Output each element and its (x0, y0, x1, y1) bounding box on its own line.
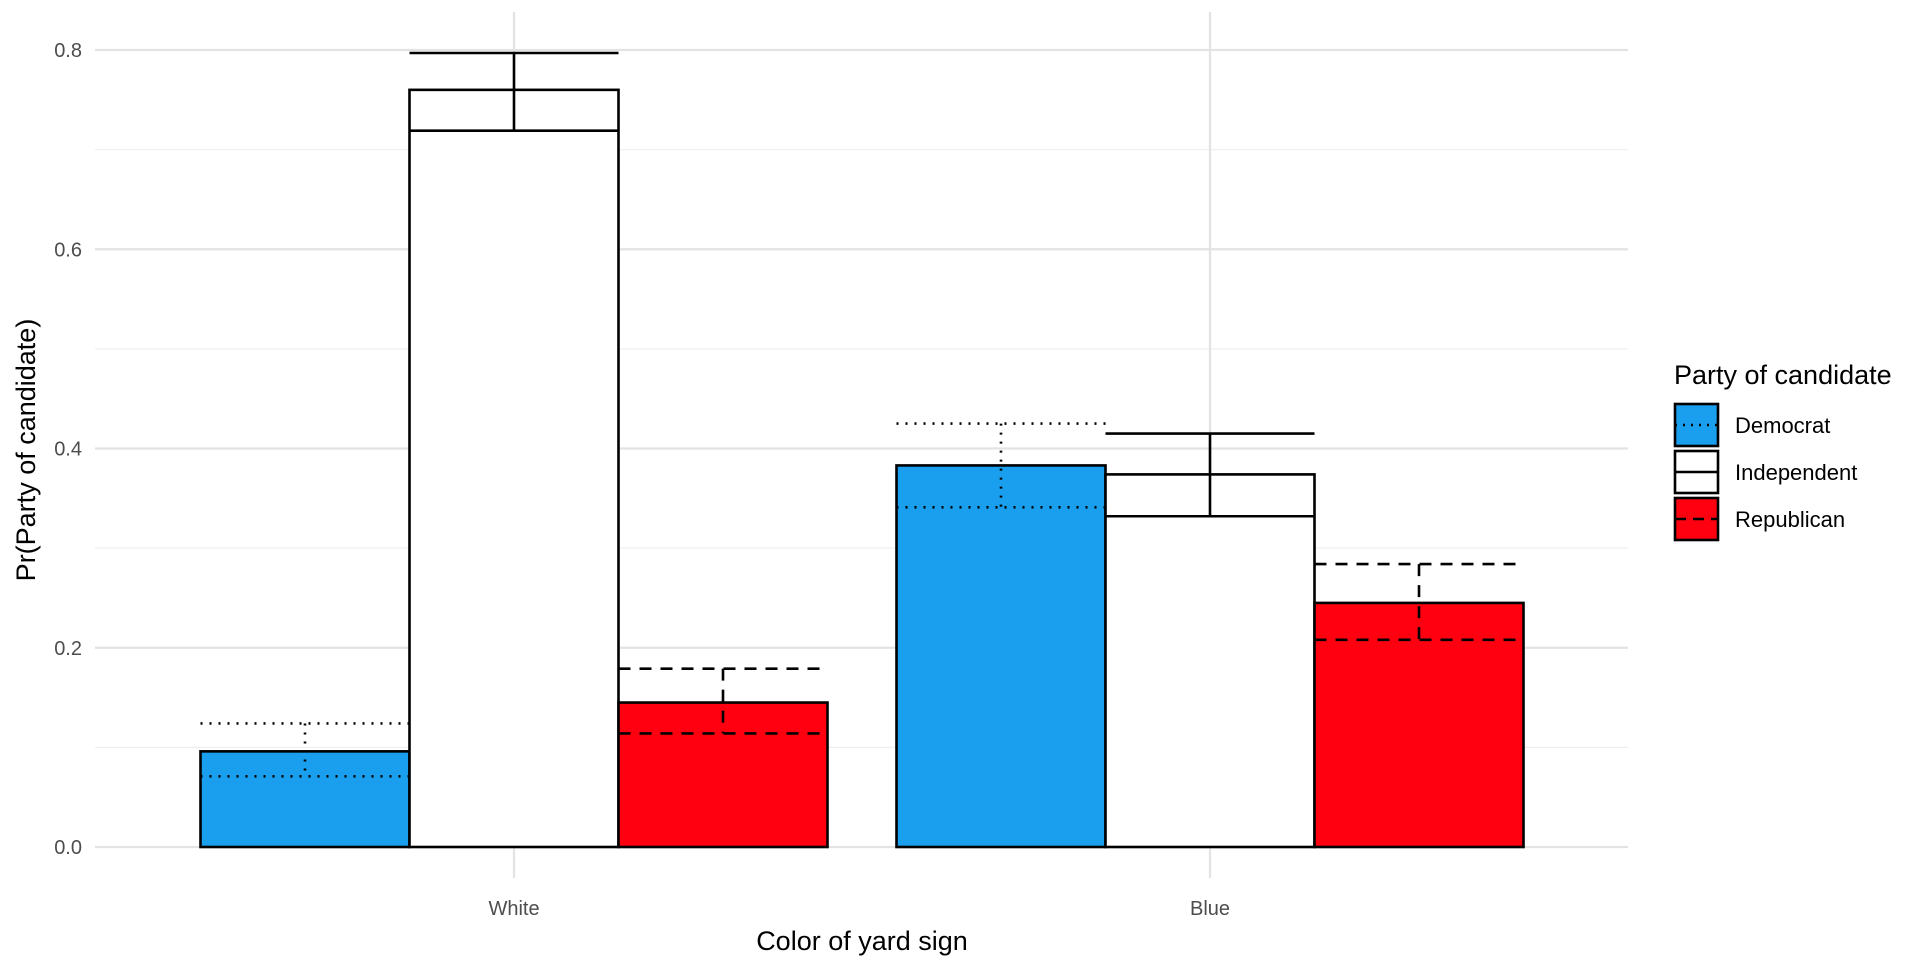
legend-item-independent: Independent (1673, 449, 1857, 495)
x-tick-label: White (488, 898, 539, 920)
errorbar-independent-blue (1105, 432, 1315, 518)
legend-item-democrat: Democrat (1673, 402, 1830, 448)
legend-key (1673, 402, 1720, 448)
legend: Party of candidate Democrat Independent Re… (1673, 360, 1892, 542)
x-axis-ticks: White Blue (488, 898, 1230, 920)
bar-republican-blue (1313, 601, 1525, 849)
errorbar-independent-white (409, 51, 619, 132)
bar-republican-white (617, 701, 829, 849)
bar-democrat-white (199, 750, 411, 849)
y-axis-title: Pr(Party of candidate) (11, 319, 41, 582)
y-axis-ticks: 0.0 0.2 0.4 0.6 0.8 (54, 40, 82, 859)
x-tick-label: Blue (1190, 898, 1230, 920)
legend-item-republican: Republican (1673, 496, 1845, 542)
legend-label: Independent (1735, 460, 1857, 485)
bar-independent-blue (1104, 473, 1316, 849)
legend-title: Party of candidate (1674, 360, 1892, 390)
error-bars (200, 51, 1524, 778)
bars (199, 88, 1525, 849)
y-tick-label: 0.0 (54, 837, 82, 859)
y-tick-label: 0.2 (54, 638, 82, 660)
bar-democrat-blue (895, 464, 1107, 849)
errorbar-republican-blue (1314, 562, 1524, 642)
x-axis-title: Color of yard sign (756, 926, 968, 956)
legend-label: Democrat (1735, 413, 1830, 438)
legend-items: Democrat Independent Republican (1673, 402, 1857, 542)
y-tick-label: 0.4 (54, 439, 82, 461)
legend-label: Republican (1735, 507, 1845, 532)
errorbar-republican-white (618, 667, 828, 735)
y-tick-label: 0.6 (54, 239, 82, 261)
y-tick-label: 0.8 (54, 40, 82, 62)
bar-independent-white (408, 88, 620, 849)
